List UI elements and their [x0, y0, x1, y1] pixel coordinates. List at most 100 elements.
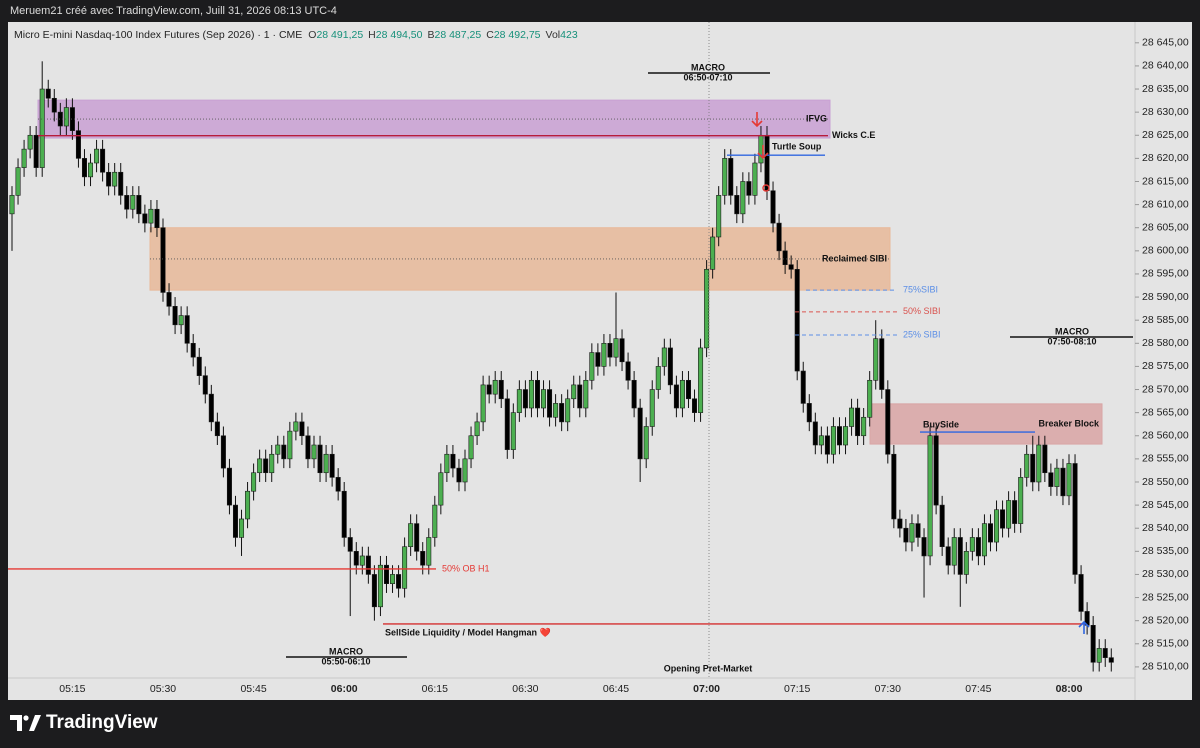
- candle-body: [432, 504, 438, 538]
- candle-body: [800, 370, 806, 404]
- credit: Meruem21 créé avec TradingView.com, Juil…: [10, 5, 337, 17]
- candle-body: [541, 389, 547, 409]
- candle-body: [263, 458, 269, 474]
- candle-body: [444, 453, 450, 474]
- quote-key: B: [427, 29, 434, 41]
- candle-body: [311, 444, 317, 460]
- x-tick-label: 07:15: [784, 683, 810, 695]
- candle-body: [112, 171, 118, 187]
- x-tick-label: 06:15: [422, 683, 448, 695]
- macro-label: MACRO: [329, 646, 363, 656]
- candle-body: [371, 574, 377, 608]
- candle-body: [577, 384, 583, 409]
- candle-body: [1000, 509, 1006, 529]
- candle-body: [516, 389, 522, 413]
- candle-body: [299, 421, 305, 437]
- candle-body: [184, 315, 190, 344]
- candle-body: [480, 384, 486, 423]
- x-tick-label: 07:00: [693, 683, 720, 695]
- y-tick-label: 28 510,00: [1142, 661, 1189, 673]
- candle-body: [220, 435, 226, 469]
- y-tick-label: 28 640,00: [1142, 60, 1189, 72]
- candle-body: [788, 264, 794, 270]
- candle-body: [124, 195, 130, 210]
- candle-body: [933, 435, 939, 506]
- candle-body: [776, 222, 782, 252]
- candle-body: [867, 379, 873, 418]
- candle-body: [873, 338, 879, 381]
- candle-body: [534, 379, 540, 409]
- candle-body: [94, 148, 100, 164]
- candle-body: [1108, 657, 1114, 663]
- quote-value: 28 491,25: [316, 29, 363, 41]
- candle-body: [474, 421, 480, 437]
- candle-body: [21, 148, 27, 168]
- candle-body: [136, 195, 142, 215]
- candle-body: [679, 379, 685, 409]
- candle-body: [607, 342, 613, 358]
- candle-body: [208, 393, 214, 423]
- candle-body: [921, 537, 927, 557]
- candle-body: [770, 190, 776, 224]
- zone-label: Reclaimed SIBI: [822, 253, 887, 263]
- y-tick-label: 28 515,00: [1142, 638, 1189, 650]
- candle-body: [963, 551, 969, 575]
- y-tick-label: 28 530,00: [1142, 568, 1189, 580]
- candle-body: [764, 134, 770, 192]
- level-label: 25% SIBI: [903, 329, 941, 339]
- y-tick-label: 28 635,00: [1142, 83, 1189, 95]
- candle-body: [1054, 467, 1060, 487]
- candle-body: [226, 467, 232, 506]
- candle-body: [661, 347, 667, 367]
- quote-key: H: [368, 29, 376, 41]
- y-tick-label: 28 585,00: [1142, 314, 1189, 326]
- candle-body: [269, 453, 275, 474]
- candle-body: [891, 453, 897, 520]
- quote-value: 28 494,50: [376, 29, 423, 41]
- quote-value: 28 492,75: [494, 29, 541, 41]
- candle-body: [160, 227, 166, 293]
- y-tick-label: 28 540,00: [1142, 522, 1189, 534]
- candle-body: [335, 477, 341, 492]
- candle-body: [190, 342, 196, 358]
- arrow-icon: [751, 112, 763, 128]
- brand: TradingView: [46, 712, 158, 733]
- level-label: SellSide Liquidity / Model Hangman ❤️: [385, 627, 552, 637]
- candle-body: [275, 444, 281, 455]
- candle-body: [903, 527, 909, 543]
- candle-body: [710, 236, 716, 270]
- candle-body: [323, 453, 329, 474]
- candle-body: [9, 195, 15, 215]
- candle-body: [142, 213, 148, 224]
- candle-body: [396, 574, 402, 589]
- candle-body: [879, 338, 885, 390]
- candle-body: [353, 551, 359, 566]
- candle-body: [583, 379, 589, 409]
- candle-body: [522, 389, 528, 409]
- candle-body: [486, 384, 492, 395]
- candle-body: [1024, 453, 1030, 478]
- candle-body: [649, 389, 655, 427]
- candle-body: [148, 208, 154, 224]
- candle-body: [909, 523, 915, 543]
- candle-body: [547, 389, 553, 418]
- candle-body: [855, 407, 861, 437]
- candle-body: [927, 435, 933, 557]
- candle-body: [667, 347, 673, 386]
- x-tick-label: 05:30: [150, 683, 176, 695]
- candle-body: [293, 421, 299, 432]
- candle-body: [329, 453, 335, 478]
- quote-key: O: [308, 29, 316, 41]
- candle-body: [1060, 467, 1066, 497]
- candle-body: [843, 426, 849, 446]
- candle-body: [601, 342, 607, 367]
- candle-body: [1090, 624, 1096, 663]
- candle-body: [45, 88, 51, 99]
- annotations-layer: IFVG Reclaimed SIBI Breaker Block Opening P…: [8, 22, 1133, 678]
- candle-body: [631, 379, 637, 409]
- logo-mark: [29, 715, 41, 731]
- y-tick-label: 28 595,00: [1142, 268, 1189, 280]
- candle-body: [383, 564, 389, 584]
